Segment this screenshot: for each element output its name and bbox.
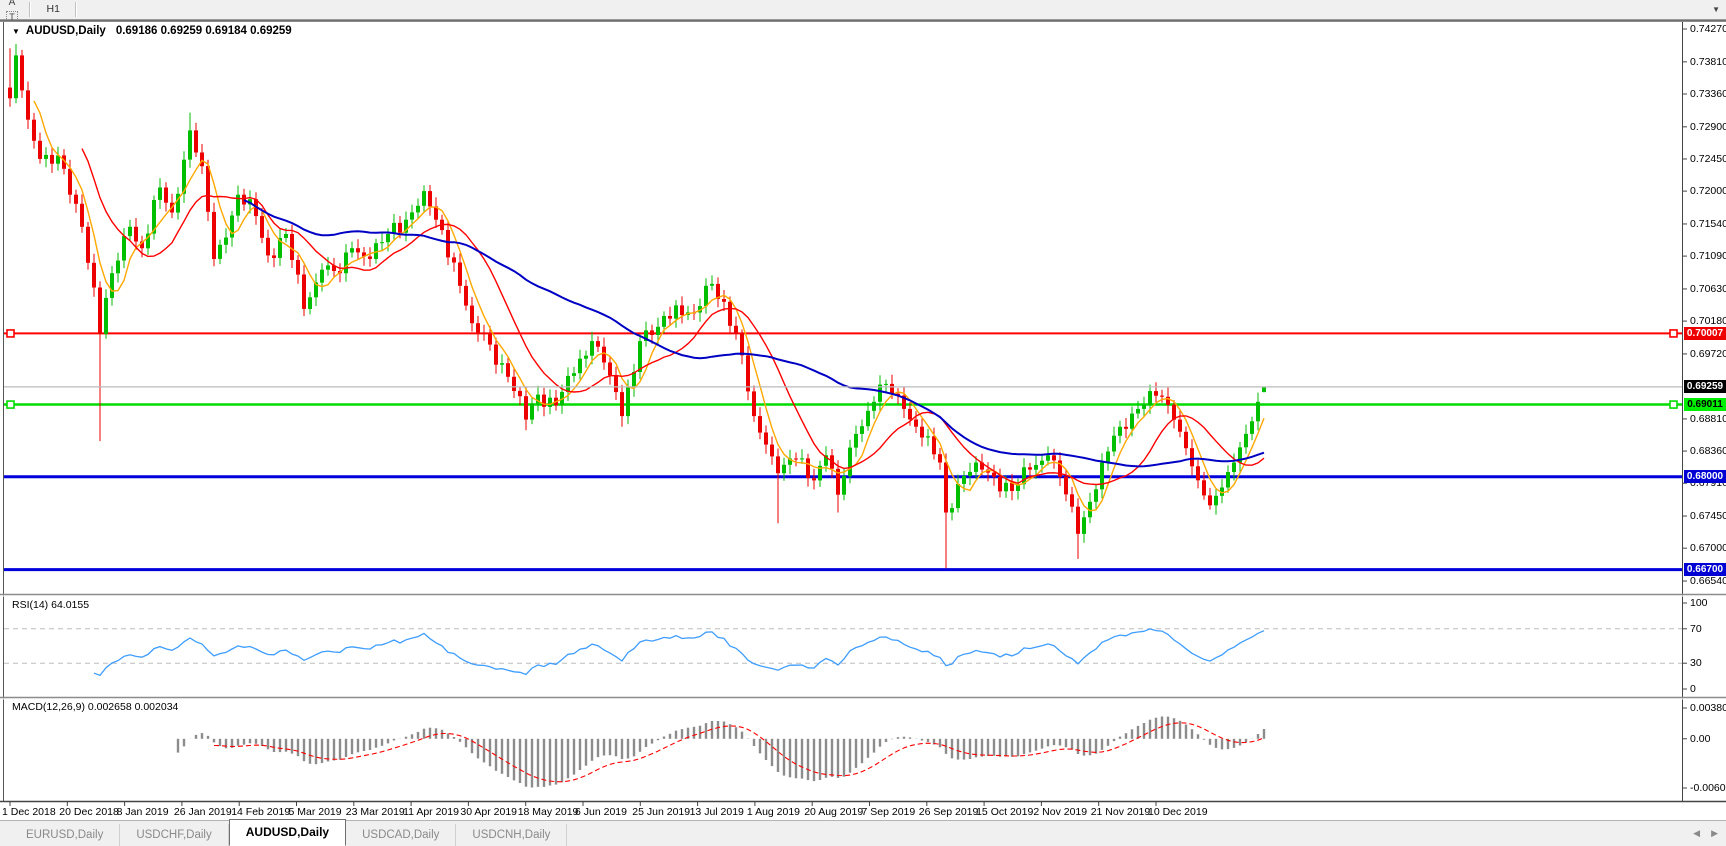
date-axis-label: 5 Mar 2019 [288, 806, 342, 818]
date-axis-label: 23 Mar 2019 [345, 806, 405, 818]
ma-fast-line [33, 100, 1265, 512]
symbol-dropdown-icon[interactable]: ▼ [12, 26, 20, 36]
date-axis-label: 21 Nov 2019 [1090, 806, 1151, 818]
chart-window: ▼ AUDUSD,Daily 0.69186 0.69259 0.69184 0… [0, 20, 1726, 821]
line-drag-handle[interactable] [1669, 329, 1678, 338]
price-axis-label: 0.67000 [1690, 542, 1726, 555]
candles-layer [8, 44, 1266, 569]
price-level-badge-0.66700: 0.66700 [1684, 563, 1726, 577]
macd-axis-label: -0.006087 [1690, 781, 1726, 794]
date-axis-label: 30 Apr 2019 [460, 806, 518, 818]
text-tool-button[interactable]: A [1, 0, 23, 10]
macd-label: MACD(12,26,9) 0.002658 0.002034 [12, 701, 178, 713]
ma-slow-line [243, 199, 1265, 468]
chart-tab-usdcad[interactable]: USDCAD,Daily [346, 824, 457, 846]
price-axis-label: 0.67450 [1690, 510, 1726, 523]
price-axis-label: 0.69720 [1690, 347, 1726, 360]
macd-histogram [176, 716, 1266, 788]
macd-signal-line [213, 722, 1265, 783]
chart-tab-usdchf[interactable]: USDCHF,Daily [120, 824, 229, 846]
date-axis-label: 18 May 2019 [517, 806, 579, 818]
rsi-value: 64.0155 [51, 599, 90, 611]
tab-scroll-right-icon[interactable]: ▶ [1711, 828, 1718, 838]
macd-axis-label: 0.003804 [1690, 702, 1726, 714]
rsi-line [93, 628, 1265, 677]
toolbar-overflow-icon[interactable]: ▼ [1712, 5, 1720, 14]
price-axis-label: 0.66540 [1690, 575, 1726, 588]
toolbar-separator [29, 2, 31, 17]
line-drag-handle[interactable] [1669, 400, 1678, 409]
date-axis-label: 7 Sep 2019 [861, 806, 916, 818]
rsi-axis-label: 30 [1690, 657, 1702, 670]
chart-tab-usdcnh[interactable]: USDCNH,Daily [456, 824, 568, 846]
date-axis-label: 25 Jun 2019 [632, 806, 691, 818]
date-axis-label: 8 Jan 2019 [116, 806, 169, 818]
rsi-axis-label: 100 [1690, 597, 1708, 609]
price-level-badge-0.69011: 0.69011 [1684, 398, 1726, 412]
chart-tab-eurusd[interactable]: EURUSD,Daily [10, 824, 121, 846]
price-axis-label: 0.70630 [1690, 282, 1726, 295]
rsi-name: RSI(14) [12, 599, 49, 611]
chart-canvas [0, 21, 1726, 806]
price-axis-label: 0.70180 [1690, 315, 1726, 328]
chart-symbol-period: AUDUSD,Daily [25, 25, 106, 37]
date-axis-label: 1 Aug 2019 [746, 806, 801, 818]
price-axis-label: 0.71540 [1690, 217, 1726, 230]
price-level-badge-0.68000: 0.68000 [1684, 470, 1726, 484]
price-axis-label: 0.68360 [1690, 445, 1726, 458]
date-axis-label: 1 Dec 2018 [2, 806, 56, 818]
macd-axis-label: 0.00 [1690, 732, 1711, 745]
chart-tab-audusd[interactable]: AUDUSD,Daily [228, 819, 347, 846]
price-axis-label: 0.71090 [1690, 250, 1726, 263]
horizontal-line-0.70007[interactable] [4, 329, 1682, 338]
price-axis-label: 0.74270 [1690, 23, 1726, 35]
price-axis-label: 0.73360 [1690, 87, 1726, 100]
date-axis-label: 26 Sep 2019 [918, 806, 979, 818]
tab-scroll-left-icon[interactable]: ◀ [1693, 828, 1700, 838]
price-axis-label: 0.72450 [1690, 152, 1726, 165]
toolbar: FAT◤◢▾ M1M5M15M30H1H4D1W1MN ▼ [0, 0, 1726, 77]
date-axis-label: 6 Jun 2019 [575, 806, 627, 818]
toolbar-separator [75, 2, 78, 17]
chart-ohlc-values: 0.69186 0.69259 0.69184 0.69259 [115, 25, 292, 37]
chart-title: ▼ AUDUSD,Daily 0.69186 0.69259 0.69184 0… [12, 25, 292, 37]
current-price-badge: 0.69259 [1684, 380, 1726, 394]
horizontal-line-0.69011[interactable] [4, 400, 1682, 409]
rsi-axis-label: 70 [1690, 622, 1702, 635]
macd-name: MACD(12,26,9) [12, 701, 85, 713]
rsi-label: RSI(14) 64.0155 [12, 599, 89, 611]
price-axis-label: 0.73810 [1690, 55, 1726, 68]
price-axis-label: 0.72900 [1690, 120, 1726, 133]
price-level-badge-0.70007: 0.70007 [1684, 326, 1726, 340]
macd-values: 0.002658 0.002034 [87, 701, 179, 713]
date-axis-label: 20 Dec 2018 [59, 806, 119, 818]
chart-tab-bar: EURUSD,Daily USDCHF,Daily AUDUSD,Daily USDC… [0, 819, 1726, 846]
timeframe-h1-button[interactable]: H1 [46, 2, 60, 15]
date-axis-label: 20 Aug 2019 [804, 806, 864, 818]
date-axis-label: 26 Jan 2019 [173, 806, 232, 818]
date-axis-label: 14 Feb 2019 [231, 806, 291, 818]
line-drag-handle[interactable] [6, 400, 15, 409]
date-axis-label: 11 Apr 2019 [403, 806, 459, 818]
date-axis-label: 15 Oct 2019 [976, 806, 1034, 818]
date-axis-label: 13 Jul 2019 [689, 806, 744, 818]
ma-mid-line [81, 148, 1265, 486]
price-axis-label: 0.68810 [1690, 412, 1726, 425]
price-axis-label: 0.72000 [1690, 185, 1726, 198]
date-axis-label: 10 Dec 2019 [1148, 806, 1208, 818]
line-drag-handle[interactable] [6, 329, 15, 338]
date-axis-label: 2 Nov 2019 [1033, 806, 1088, 818]
rsi-axis-label: 0 [1690, 683, 1696, 695]
text-tool-icon: A [8, 0, 16, 8]
